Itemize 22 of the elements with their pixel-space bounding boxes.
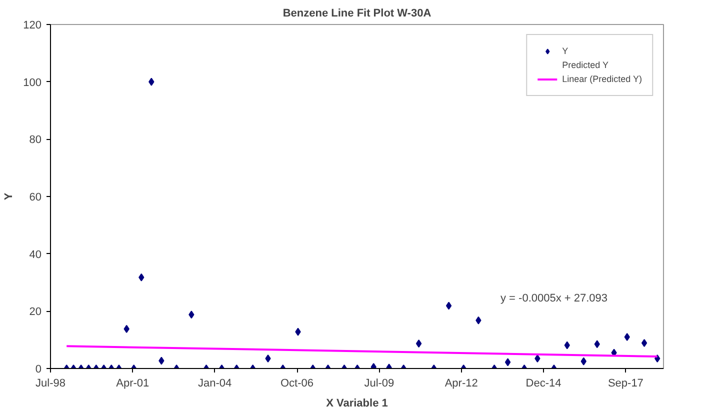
x-tick-label: Oct-06: [280, 378, 314, 390]
x-tick-label: Apr-12: [444, 378, 478, 390]
x-tick-label: Jul-09: [364, 378, 394, 390]
y-tick-label: 80: [29, 134, 42, 146]
y-tick-label: 100: [23, 76, 42, 89]
legend-label: Linear (Predicted Y): [562, 74, 642, 84]
x-axis-title: X Variable 1: [326, 398, 388, 410]
x-tick-label: Jul-98: [36, 378, 66, 390]
y-tick-label: 40: [29, 248, 42, 261]
text: Predicted Y: [562, 60, 608, 70]
y-tick-label: 60: [29, 192, 42, 204]
legend-label: Y: [562, 46, 570, 56]
x-tick-label: Jan-04: [198, 378, 232, 390]
annotation: y = -0.0005x + 27.093: [500, 292, 608, 304]
x-tick-label: Apr-01: [116, 378, 150, 390]
chart-title: Benzene Line Fit Plot W-30A: [282, 8, 432, 20]
y-tick-label: 120: [23, 20, 42, 32]
y-tick-label: 20: [29, 306, 42, 318]
x-tick-label: Dec-14: [526, 378, 562, 390]
y-tick-label: 0: [35, 364, 42, 376]
y-axis-title: Y: [3, 192, 16, 200]
x-tick-label: Sep-17: [608, 378, 644, 390]
